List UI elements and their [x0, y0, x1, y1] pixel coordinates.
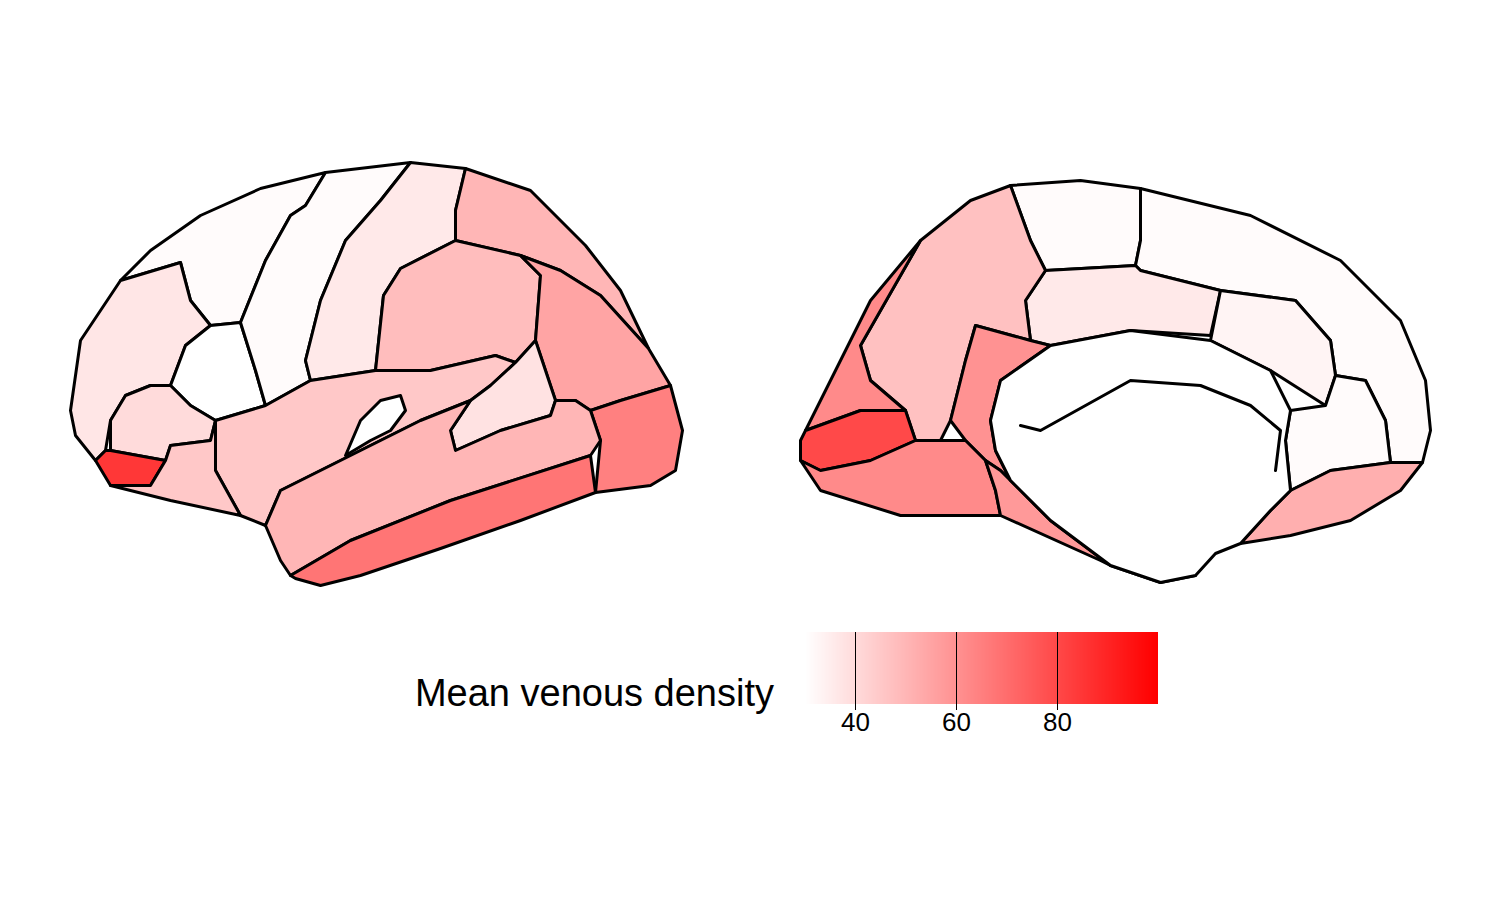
html-text:Mean venous density: Mean venous density: [414, 672, 774, 714]
svg-text:40: 40: [841, 707, 870, 737]
svg-text:80: 80: [1043, 707, 1072, 737]
svg-text:60: 60: [942, 707, 971, 737]
